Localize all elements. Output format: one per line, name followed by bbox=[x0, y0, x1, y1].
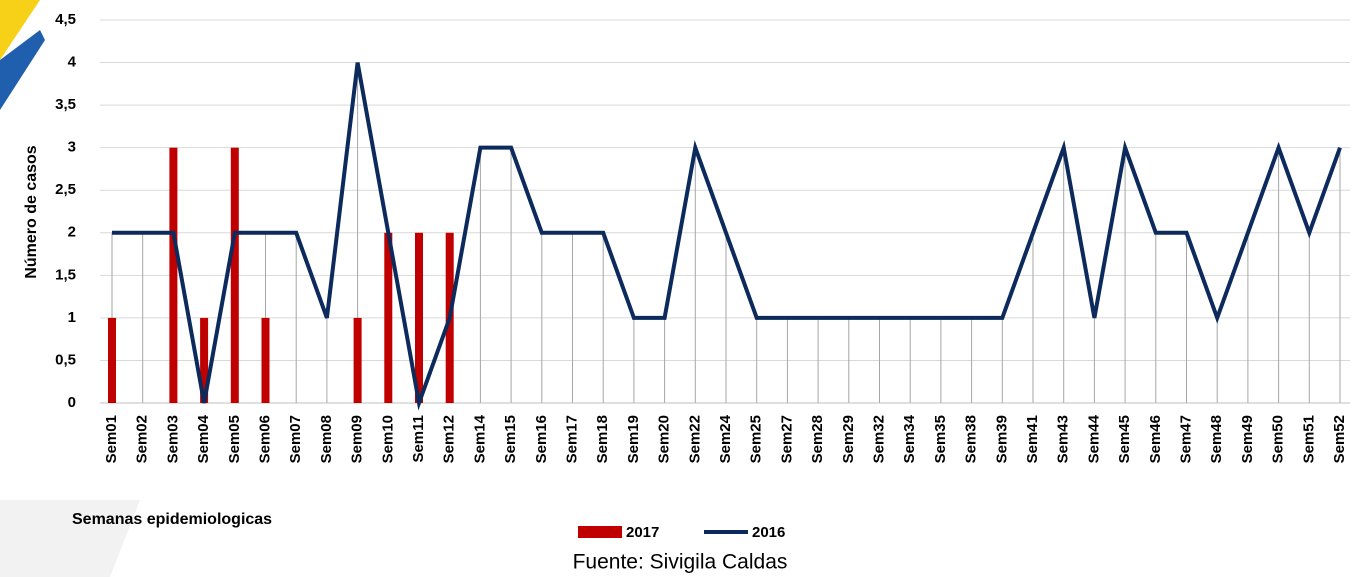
x-tick-label: Sem04 bbox=[195, 414, 212, 463]
x-tick-label: Sem19 bbox=[625, 415, 642, 463]
y-tick-label: 0 bbox=[68, 394, 76, 411]
x-tick-label: Sem41 bbox=[1024, 415, 1041, 463]
legend-label: 2017 bbox=[626, 524, 659, 541]
y-tick-label: 0,5 bbox=[55, 351, 76, 368]
x-tick-label: Sem18 bbox=[594, 415, 611, 463]
x-tick-label: Sem49 bbox=[1239, 415, 1256, 463]
x-tick-label: Sem46 bbox=[1147, 415, 1164, 463]
bar bbox=[169, 147, 178, 403]
x-tick-label: Sem02 bbox=[134, 415, 151, 463]
x-tick-label: Sem20 bbox=[656, 415, 673, 463]
y-tick-label: 2 bbox=[68, 224, 76, 241]
y-tick-label: 2,5 bbox=[55, 181, 76, 198]
bar bbox=[415, 232, 423, 403]
x-tick-label: Sem25 bbox=[748, 415, 765, 463]
legend-swatch bbox=[578, 526, 622, 538]
y-tick-label: 3,5 bbox=[55, 96, 76, 113]
decoration bbox=[0, 500, 140, 577]
x-tick-label: Sem08 bbox=[318, 415, 335, 463]
x-tick-label: Sem22 bbox=[686, 415, 703, 463]
x-tick-label: Sem34 bbox=[901, 414, 918, 463]
bar bbox=[200, 317, 209, 403]
x-tick-label: Sem39 bbox=[993, 415, 1010, 463]
y-tick-label: 4,5 bbox=[55, 11, 76, 28]
x-tick-label: Sem29 bbox=[840, 415, 857, 463]
y-tick-label: 1 bbox=[68, 309, 76, 326]
bar bbox=[384, 232, 393, 403]
x-tick-label: Sem16 bbox=[533, 415, 550, 463]
x-tick-label: Sem06 bbox=[256, 415, 273, 463]
x-tick-label: Sem12 bbox=[441, 415, 458, 463]
x-tick-label: Sem32 bbox=[870, 415, 887, 463]
legend-label: 2016 bbox=[752, 524, 785, 541]
source: Fuente: Sivigila Caldas bbox=[573, 551, 788, 574]
bar bbox=[230, 147, 239, 403]
x-tick-label: Sem01 bbox=[103, 415, 120, 463]
decoration bbox=[0, 0, 40, 60]
decoration bbox=[0, 30, 45, 110]
x-tick-label: Sem24 bbox=[717, 414, 734, 463]
x-tick-label: Sem14 bbox=[471, 414, 488, 463]
bar bbox=[353, 317, 362, 403]
x-tick-label: Sem27 bbox=[778, 415, 795, 463]
x-tick-label: Sem11 bbox=[410, 415, 427, 463]
x-axis-label: Semanas epidemiologicas bbox=[72, 511, 272, 528]
x-tick-label: Sem52 bbox=[1331, 415, 1348, 463]
x-tick-label: Sem43 bbox=[1055, 415, 1072, 463]
y-tick-label: 4 bbox=[68, 54, 77, 71]
x-tick-label: Sem07 bbox=[287, 415, 304, 463]
x-tick-label: Sem35 bbox=[932, 415, 949, 463]
x-tick-label: Sem05 bbox=[226, 415, 243, 463]
x-tick-label: Sem15 bbox=[502, 415, 519, 463]
x-tick-label: Sem45 bbox=[1116, 415, 1133, 463]
x-tick-label: Sem17 bbox=[563, 415, 580, 463]
y-tick-label: 3 bbox=[68, 139, 76, 156]
x-tick-label: Sem47 bbox=[1177, 415, 1194, 463]
bar bbox=[108, 317, 116, 403]
x-tick-label: Sem44 bbox=[1085, 414, 1102, 463]
x-tick-label: Sem48 bbox=[1208, 415, 1225, 463]
x-tick-label: Sem09 bbox=[349, 415, 366, 463]
x-tick-label: Sem50 bbox=[1270, 415, 1287, 463]
bar bbox=[261, 317, 270, 403]
x-tick-label: Sem28 bbox=[809, 415, 826, 463]
x-tick-label: Sem38 bbox=[963, 415, 980, 463]
line bbox=[112, 62, 1342, 411]
y-axis-label: Número de casos bbox=[23, 145, 40, 278]
x-tick-label: Sem10 bbox=[379, 415, 396, 463]
x-tick-label: Sem51 bbox=[1300, 415, 1317, 463]
x-tick-label: Sem03 bbox=[164, 415, 181, 463]
y-tick-label: 1,5 bbox=[55, 266, 76, 283]
